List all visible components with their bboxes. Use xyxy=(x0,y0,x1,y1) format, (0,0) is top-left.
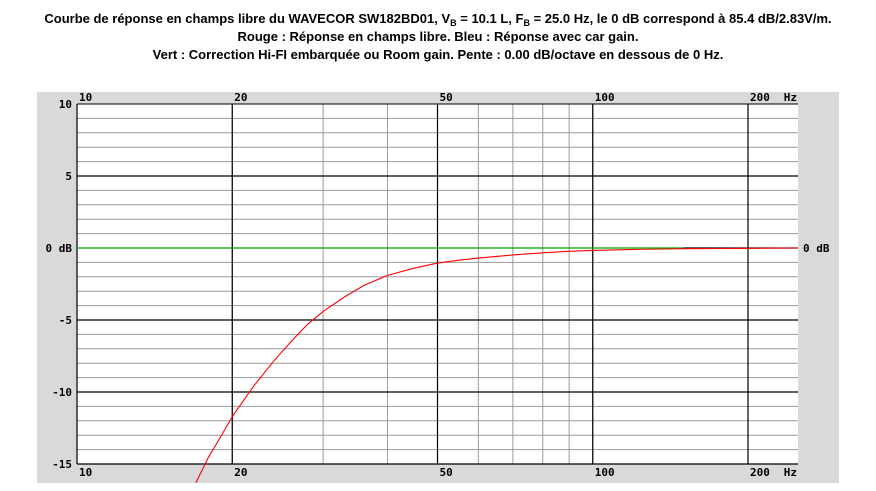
y-right-label: 0 dB xyxy=(803,242,830,255)
x-tick-label-bottom: 50 xyxy=(440,466,453,479)
x-tick-label-top: 10 xyxy=(79,91,92,104)
x-tick-label-bottom: 200 xyxy=(750,466,770,479)
x-tick-label-bottom: 20 xyxy=(234,466,247,479)
chart-title-line-2: Rouge : Réponse en champs libre. Bleu : … xyxy=(237,29,639,44)
x-tick-label-bottom: 100 xyxy=(595,466,615,479)
x-tick-label-bottom: 10 xyxy=(79,466,92,479)
y-tick-label: 5 xyxy=(65,170,72,183)
y-tick-label: 10 xyxy=(59,98,72,111)
y-tick-label: -15 xyxy=(52,458,72,471)
y-tick-label: -10 xyxy=(52,386,72,399)
series-line-2 xyxy=(195,247,798,483)
x-tick-label-top: 100 xyxy=(595,91,615,104)
x-tick-label-top: 20 xyxy=(234,91,247,104)
x-tick-label-top: 50 xyxy=(440,91,453,104)
chart-title-line-1: Courbe de réponse en champs libre du WAV… xyxy=(44,11,832,28)
chart-title-line-3: Vert : Correction Hi-FI embarquée ou Roo… xyxy=(152,47,724,62)
y-tick-label: 0 dB xyxy=(46,242,73,255)
x-unit-label-bottom: Hz xyxy=(784,466,797,479)
x-tick-label-top: 200 xyxy=(750,91,770,104)
chart-title-block: Courbe de réponse en champs libre du WAV… xyxy=(0,10,876,64)
x-unit-label-top: Hz xyxy=(784,91,797,104)
y-tick-label: -5 xyxy=(59,314,72,327)
